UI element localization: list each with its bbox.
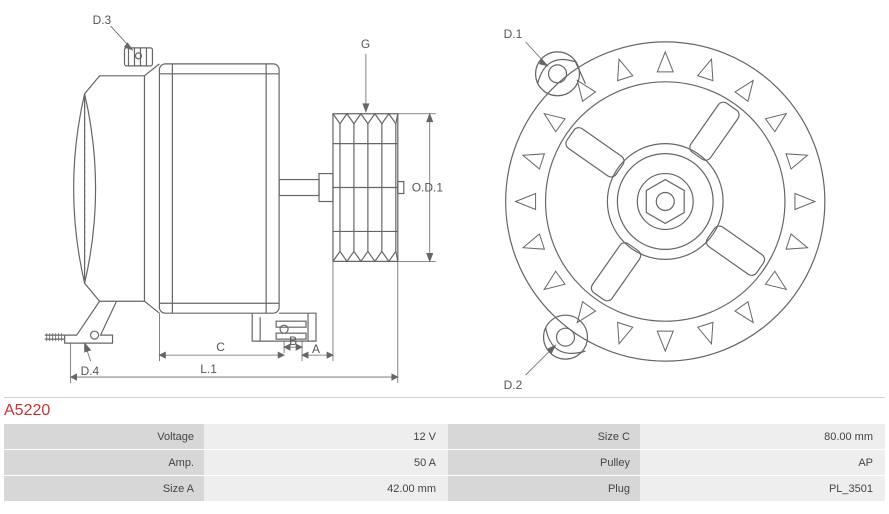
front-view-panel: D.1 D.2 [445,4,886,397]
spec-label: Plug [448,476,640,502]
front-view-svg: D.1 D.2 [445,4,886,397]
side-view-panel: D.3 D.4 G O.D.1 C B A L.1 [4,4,445,397]
label-d1: D.1 [503,27,522,41]
spec-value: 50 A [204,450,448,476]
spec-value: PL_3501 [640,476,885,502]
label-d3: D.3 [93,13,112,27]
technical-drawings: D.3 D.4 G O.D.1 C B A L.1 [4,4,885,398]
spec-value: 12 V [204,424,448,450]
side-view-svg: D.3 D.4 G O.D.1 C B A L.1 [4,4,445,397]
pulley-icon [333,114,398,262]
label-b: B [289,334,297,348]
label-od1: O.D.1 [412,181,444,195]
spec-row: Amp. 50 A Pulley AP [4,450,885,476]
spec-value: AP [640,450,885,476]
spec-label: Voltage [4,424,204,450]
spec-label: Amp. [4,450,204,476]
spec-row: Voltage 12 V Size C 80.00 mm [4,424,885,450]
label-g: G [361,37,370,51]
label-l1: L.1 [200,362,217,376]
label-a: A [312,342,320,356]
label-d4: D.4 [81,364,100,378]
part-number: A5220 [4,398,885,424]
spec-label: Size A [4,476,204,502]
spec-label: Pulley [448,450,640,476]
spec-value: 80.00 mm [640,424,885,450]
spec-value: 42.00 mm [204,476,448,502]
label-d2: D.2 [503,378,522,392]
label-c: C [216,340,225,354]
spec-label: Size C [448,424,640,450]
spec-row: Size A 42.00 mm Plug PL_3501 [4,476,885,502]
spec-table: Voltage 12 V Size C 80.00 mm Amp. 50 A P… [4,424,885,502]
page-container: D.3 D.4 G O.D.1 C B A L.1 [4,4,885,502]
